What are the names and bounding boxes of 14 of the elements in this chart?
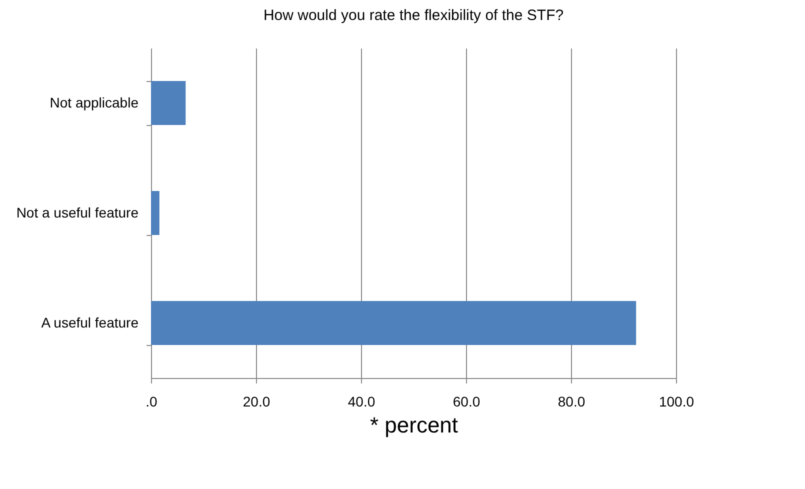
x-tick-label: 20.0 — [242, 394, 270, 410]
chart-title: How would you rate the flexibility of the STF? — [263, 7, 564, 24]
bar — [151, 301, 636, 345]
y-tick-label: A useful feature — [41, 314, 139, 330]
x-axis-title: * percent — [370, 412, 458, 438]
y-tick-label: Not a useful feature — [16, 204, 139, 220]
x-tick-label: .0 — [146, 394, 158, 410]
x-tick-label: 80.0 — [558, 394, 586, 410]
x-tick-label: 60.0 — [452, 394, 480, 410]
bar — [151, 81, 186, 125]
x-tick-label: 100.0 — [658, 394, 694, 410]
bar — [151, 191, 160, 235]
y-tick-label: Not applicable — [50, 94, 139, 110]
x-tick-label: 40.0 — [348, 394, 376, 410]
